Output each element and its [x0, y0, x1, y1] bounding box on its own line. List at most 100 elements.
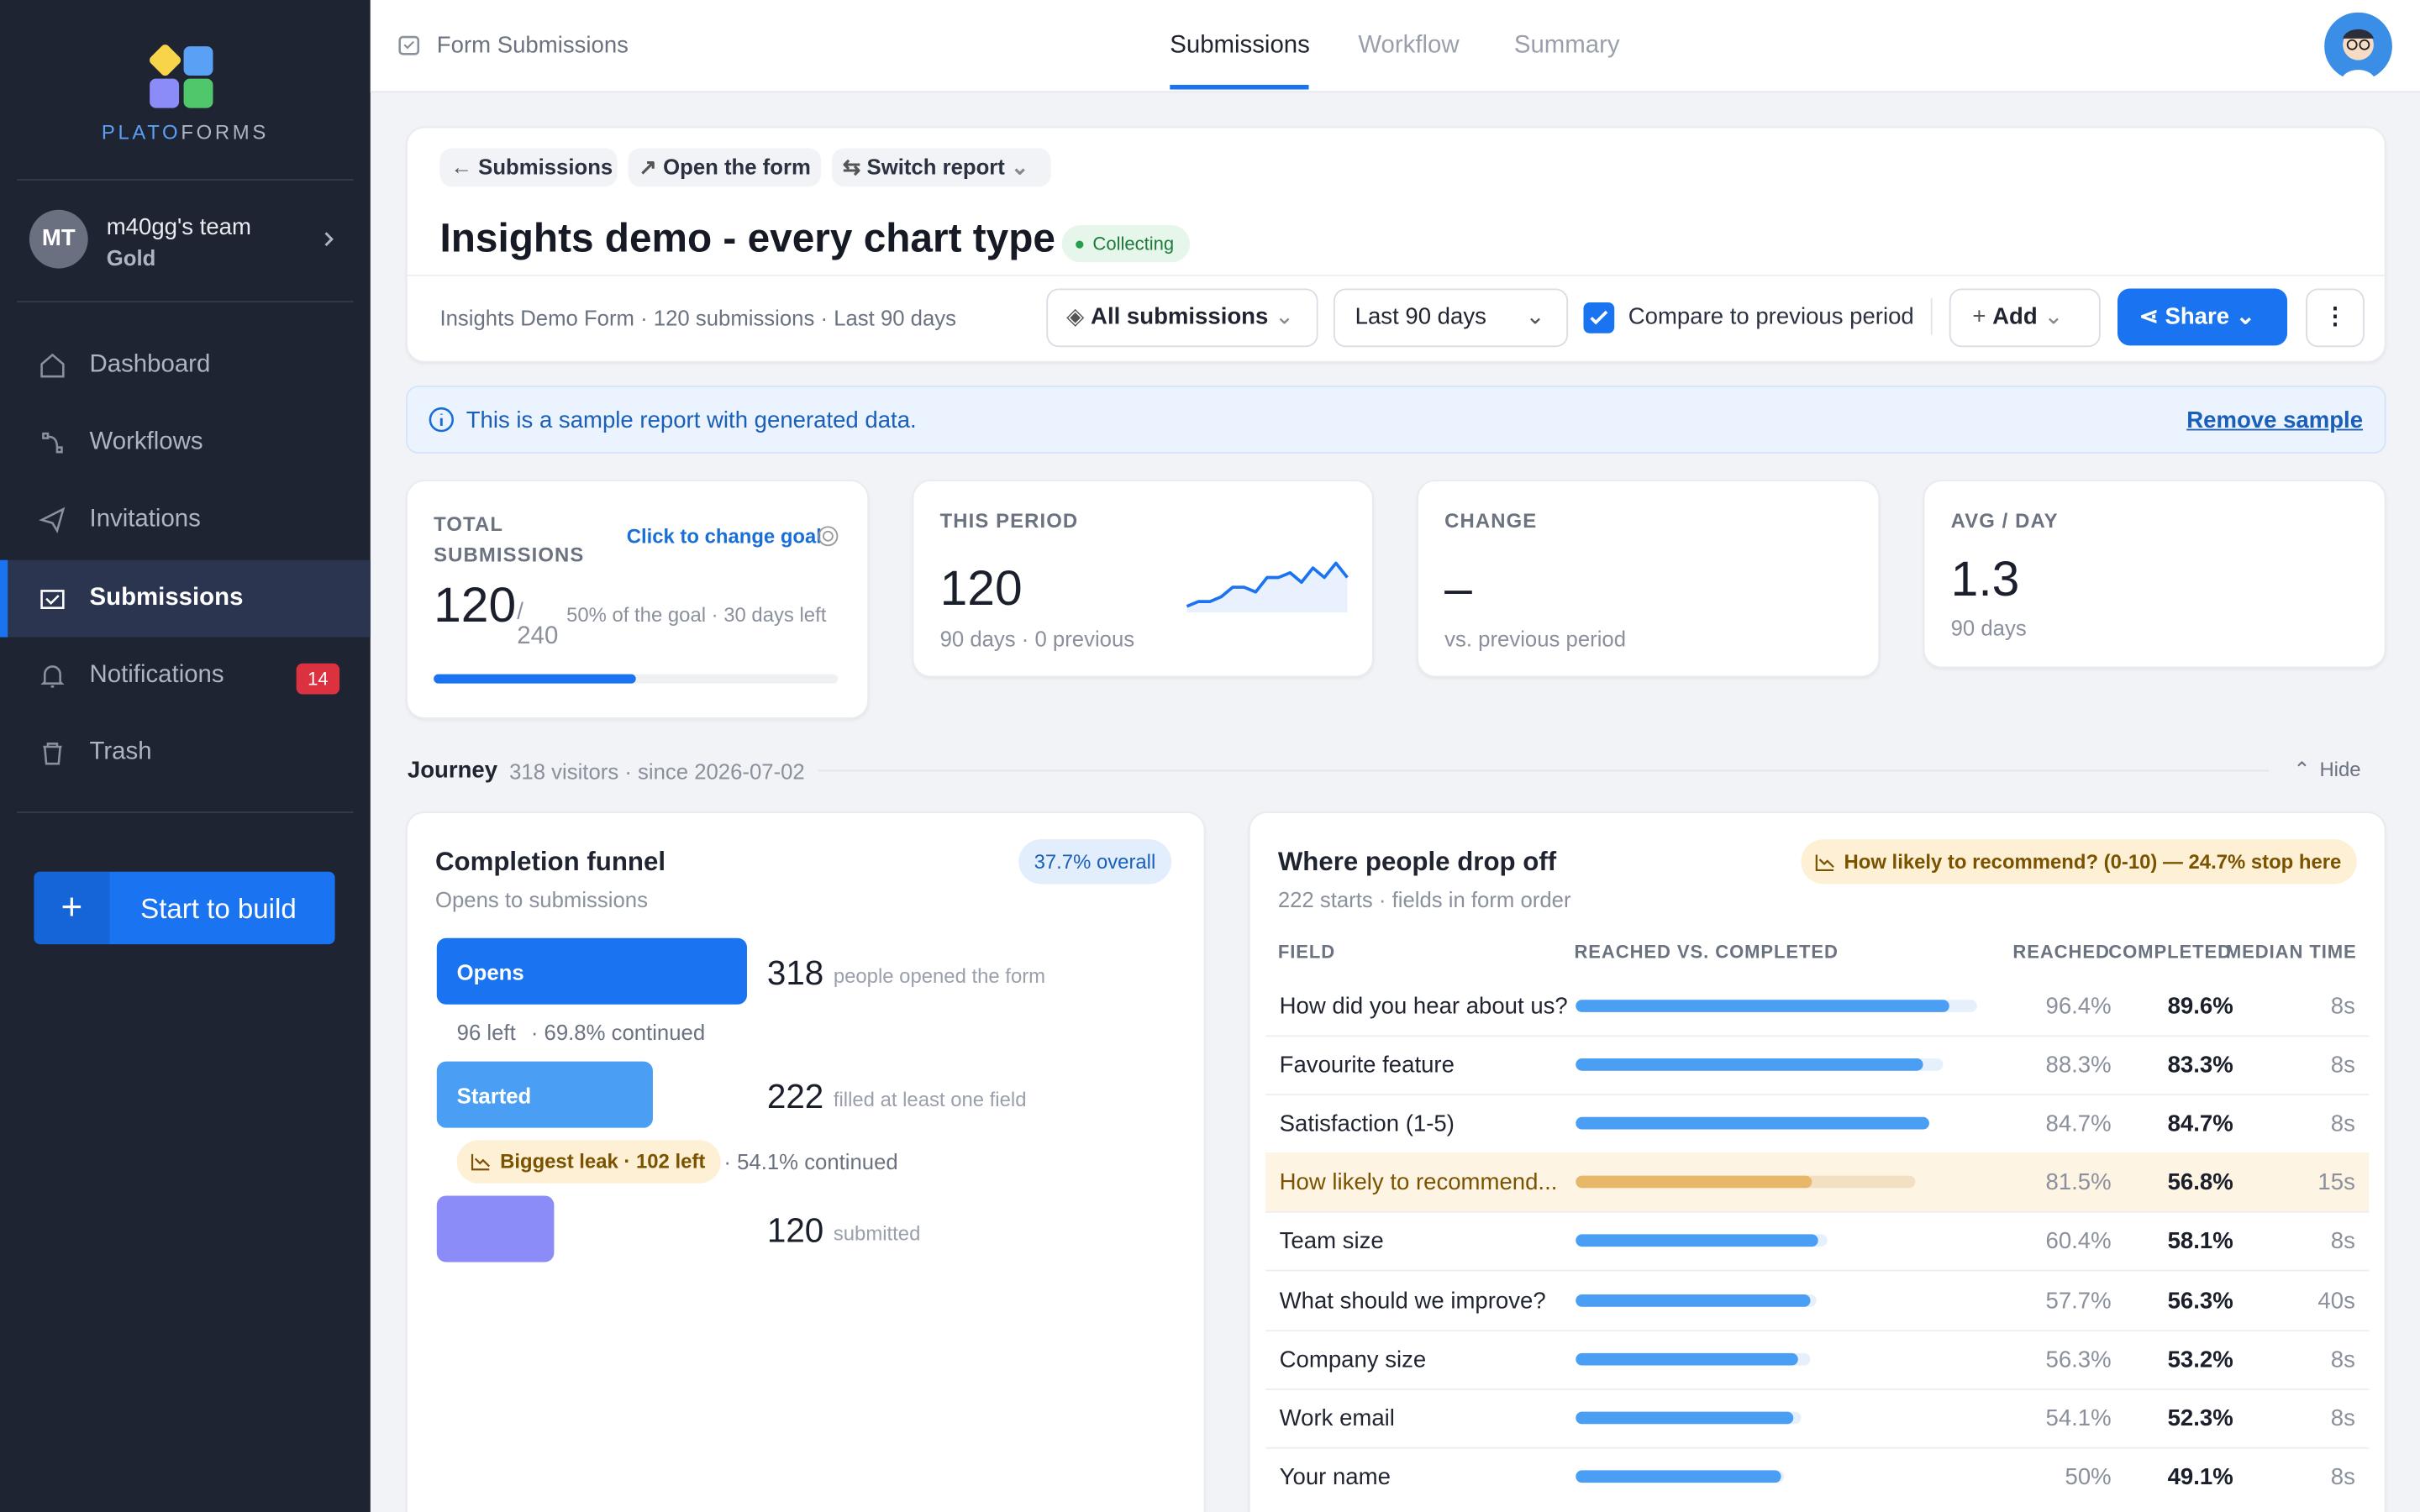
back-link[interactable]: ← Submissions — [439, 148, 618, 187]
more-button[interactable]: ⋮ — [2306, 288, 2365, 348]
funnel-value: 318 — [766, 953, 824, 993]
alert-text: How likely to recommend? (0-10) — 24.7% … — [1844, 850, 2342, 874]
nav-icon — [39, 507, 66, 534]
switch-report[interactable]: ⇆ Switch report ⌄ — [832, 148, 1051, 187]
leak-text: Biggest leak · 102 left — [500, 1149, 706, 1173]
kpi-value: 120 — [434, 576, 517, 633]
nav-badge: 14 — [296, 663, 340, 695]
table-row: Work email 54.1% 52.3% 8s — [1265, 1388, 2370, 1449]
completed-bar — [1576, 1352, 1798, 1365]
add-button[interactable]: + Add ⌄ — [1949, 288, 2101, 348]
nav-icon — [42, 433, 63, 454]
funnel-value: 222 — [766, 1077, 824, 1116]
remove-sample-link[interactable]: Remove sample — [2186, 407, 2364, 434]
kpi-avg: AVG / DAY 1.3 90 days — [1923, 480, 2386, 669]
logo-text: PLATOFORMS — [0, 120, 371, 144]
hide-toggle[interactable]: ⌃ Hide — [2293, 757, 2361, 781]
change-goal-link[interactable]: Click to change goal — [626, 524, 822, 549]
status-text: Collecting — [1092, 233, 1175, 255]
open-form-link[interactable]: ↗ Open the form — [628, 148, 822, 187]
nav-label: Trash — [89, 738, 152, 766]
status-badge: Collecting — [1061, 225, 1190, 263]
tab[interactable]: Workflow — [1358, 32, 1460, 59]
tab[interactable]: Summary — [1513, 32, 1620, 59]
kpi-label: AVG / DAY — [1950, 509, 2059, 533]
active-indicator — [0, 559, 8, 637]
kpi-period: THIS PERIOD 120 90 days · 0 previous — [912, 480, 1374, 678]
nav-icon — [40, 664, 65, 688]
funnel-card: Completion funnel Opens to submissions 3… — [406, 811, 1206, 1512]
kpi-change: CHANGE – vs. previous period — [1417, 480, 1881, 678]
field-name: How likely to recommend... — [1279, 1169, 1558, 1197]
nav-item[interactable]: Trash — [0, 714, 371, 791]
nav-item[interactable]: Notifications 14 — [0, 637, 371, 714]
completed-bar — [1576, 1176, 1812, 1189]
card-title: Where people drop off — [1277, 847, 1557, 877]
team-avatar: MT — [29, 209, 88, 269]
reached-value: 54.1% — [2045, 1404, 2112, 1431]
trend-icon — [471, 1153, 491, 1171]
gap-continued: · 54.1% continued — [723, 1149, 898, 1174]
button-label: Start to build — [140, 893, 297, 925]
range-select[interactable]: Last 90 days ⌄ — [1333, 288, 1569, 348]
nav-item[interactable]: Invitations — [0, 482, 371, 559]
completed-value: 53.2% — [2167, 1346, 2233, 1373]
median-time: 15s — [2317, 1169, 2355, 1197]
funnel-bar: Opens — [436, 937, 747, 1005]
start-build-button[interactable]: + Start to build — [34, 871, 335, 945]
field-name: What should we improve? — [1279, 1287, 1546, 1314]
section-title: Journey — [407, 757, 498, 785]
kpi-note: vs. previous period — [1444, 626, 1627, 652]
kpi-note: 90 days — [1950, 615, 2027, 641]
tab-active[interactable]: Submissions — [1170, 32, 1310, 59]
button-label: Add — [1992, 303, 2038, 331]
team-switcher[interactable]: MT m40gg's team Gold — [0, 197, 371, 284]
sparkline-line — [1186, 561, 1349, 608]
logo-first: PLATO — [101, 120, 182, 144]
nav-icon — [40, 589, 65, 609]
card-subtitle: Opens to submissions — [434, 887, 648, 912]
nav-item[interactable]: Workflows — [0, 405, 371, 482]
table-row: Company size 56.3% 53.2% 8s — [1265, 1330, 2370, 1390]
share-button[interactable]: ⋖ Share ⌄ — [2118, 288, 2288, 346]
median-time: 8s — [2330, 1110, 2355, 1138]
goal-track — [434, 674, 839, 684]
compare-label[interactable]: Compare to previous period — [1628, 303, 1914, 331]
nav-item[interactable]: Submissions — [0, 559, 371, 637]
gap-left: 96 left — [456, 1020, 516, 1045]
kpi-label: THIS PERIOD — [939, 509, 1079, 533]
logo-second: FORMS — [181, 120, 269, 144]
button-icon: + — [34, 871, 110, 945]
nav-label: Dashboard — [89, 351, 211, 379]
median-time: 40s — [2317, 1287, 2355, 1314]
field-name: How did you hear about us? — [1279, 993, 1568, 1021]
select-label: All submissions — [1091, 303, 1269, 331]
column-header: MEDIAN TIME — [2225, 941, 2357, 963]
nav-item[interactable]: Dashboard — [0, 327, 371, 404]
info-icon — [429, 407, 455, 433]
reached-value: 56.3% — [2045, 1346, 2112, 1373]
segment-select[interactable]: ◈ All submissions ⌄ — [1046, 288, 1318, 348]
overall-badge: 37.7% overall — [1018, 839, 1171, 885]
kpi-separator: / — [517, 598, 523, 625]
table-row: How did you hear about us? 96.4% 89.6% 8s — [1265, 977, 2370, 1037]
kpi-total: TOTAL SUBMISSIONS Click to change goal 1… — [406, 480, 870, 719]
crumb: Switch report — [866, 154, 1005, 180]
compare-checkbox[interactable] — [1583, 302, 1615, 333]
table-row: How likely to recommend... 81.5% 56.8% 15s — [1265, 1152, 2370, 1214]
completed-value: 89.6% — [2167, 993, 2233, 1021]
user-avatar[interactable] — [2324, 12, 2392, 81]
section-title: Form Submissions — [436, 32, 629, 59]
logo-mark — [150, 45, 213, 108]
dropoff-card: Where people drop off 222 starts · field… — [1248, 811, 2386, 1512]
crumb: Submissions — [478, 154, 613, 180]
reached-value: 88.3% — [2045, 1052, 2112, 1079]
column-header: FIELD — [1277, 941, 1336, 963]
trend-icon — [1815, 854, 1834, 872]
funnel-desc: people opened the form — [833, 963, 1046, 988]
completed-bar — [1576, 1117, 1929, 1130]
sidebar: PLATOFORMS MT m40gg's team Gold Dashboar… — [0, 0, 371, 1512]
completed-value: 84.7% — [2167, 1110, 2233, 1138]
gap-continued: · 69.8% continued — [530, 1020, 706, 1045]
funnel-bar-label: Opens — [456, 959, 524, 984]
